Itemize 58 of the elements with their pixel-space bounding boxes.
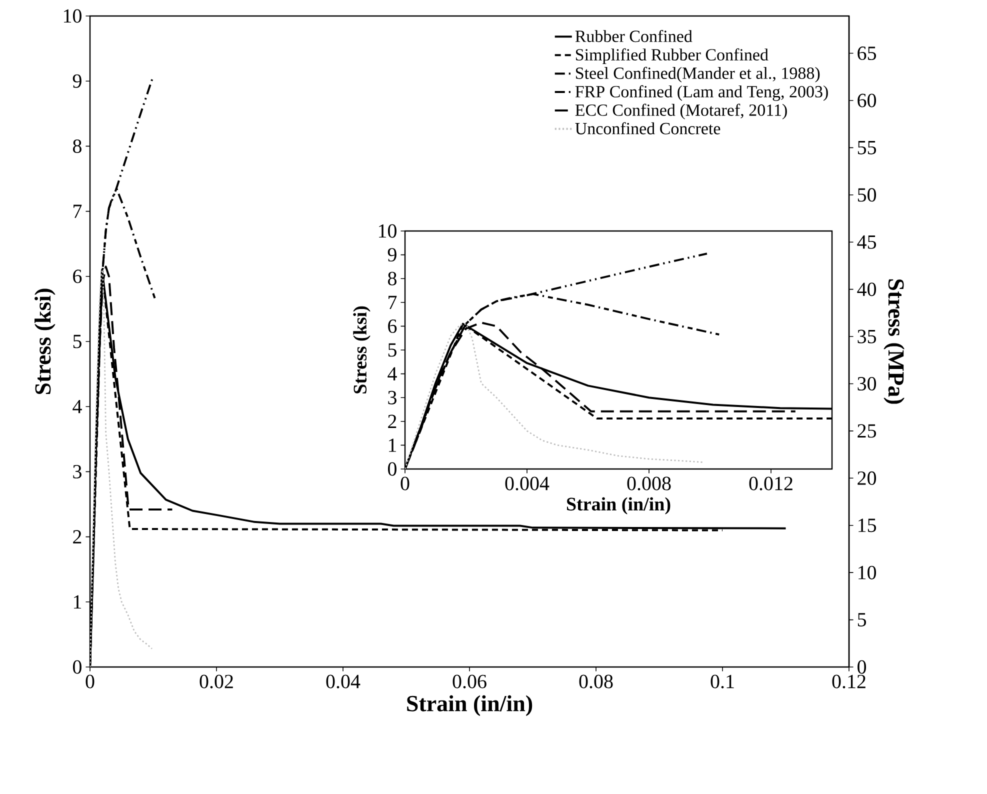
legend-label: Steel Confined(Mander et al., 1988) xyxy=(576,66,820,82)
x-tick-label: 0 xyxy=(400,476,410,490)
y-tick-label: 2 xyxy=(73,530,82,544)
y2-tick-label: 45 xyxy=(857,235,876,249)
y-tick-label: 10 xyxy=(379,224,396,238)
y2-tick-label: 60 xyxy=(858,94,876,108)
y-tick-label: 5 xyxy=(388,343,396,357)
legend-label: Simplified Rubber Confined xyxy=(576,48,768,64)
y-tick-label: 8 xyxy=(72,139,82,153)
y2-tick-label: 5 xyxy=(858,613,866,626)
y2-tick-label: 20 xyxy=(858,471,876,485)
y-tick-label: 8 xyxy=(388,272,396,286)
y-tick-label: 2 xyxy=(388,414,396,428)
y2-tick-label: 65 xyxy=(858,46,876,60)
x-tick-label: 0.04 xyxy=(326,674,360,688)
y2-tick-label: 50 xyxy=(858,188,876,202)
y-tick-label: 9 xyxy=(388,248,396,262)
x-tick-label: 0.12 xyxy=(832,674,866,688)
x-tick-label: 0.008 xyxy=(627,476,671,490)
legend-label: ECC Confined (Motaref, 2011) xyxy=(575,104,787,120)
x-tick-label: 0.06 xyxy=(452,674,486,688)
legend-label: Unconfined Concrete xyxy=(575,122,720,134)
y-tick-label: 0 xyxy=(72,660,82,674)
y2-tick-label: 0 xyxy=(858,660,866,674)
legend-label: Rubber Confined xyxy=(575,30,692,42)
y-tick-label: 3 xyxy=(388,390,396,404)
y2-tick-label: 30 xyxy=(858,377,876,390)
y-tick-label: 4 xyxy=(388,367,397,380)
x-tick-label: 0.004 xyxy=(505,476,550,490)
y2-tick-label: 35 xyxy=(858,330,876,344)
y-tick-label: 7 xyxy=(74,204,82,218)
y-tick-label: 0 xyxy=(388,462,396,476)
y2-axis-title: Stress (MPa) xyxy=(884,279,904,404)
legend-label: FRP Confined (Lam and Teng, 2003) xyxy=(575,85,828,101)
y2-tick-label: 15 xyxy=(858,518,876,532)
y2-tick-label: 40 xyxy=(857,282,876,296)
y-tick-label: 7 xyxy=(388,296,397,309)
y-tick-label: 1 xyxy=(389,438,396,452)
y-tick-label: 3 xyxy=(73,464,82,478)
y2-tick-label: 10 xyxy=(858,566,876,580)
y-tick-label: 6 xyxy=(388,319,397,333)
y-axis-title: Stress (ksi) xyxy=(34,288,56,394)
x-axis-title: Strain (in/in) xyxy=(407,695,532,716)
x-tick-label: 0 xyxy=(86,674,94,688)
x-tick-label: 0.012 xyxy=(749,476,792,490)
x-tick-label: 0.02 xyxy=(200,674,233,688)
y-tick-label: 1 xyxy=(74,595,82,608)
y2-tick-label: 55 xyxy=(858,141,876,154)
y-tick-label: 4 xyxy=(72,400,82,414)
y-tick-label: 6 xyxy=(73,270,82,284)
y-tick-label: 9 xyxy=(72,74,82,88)
y-tick-label: 5 xyxy=(73,334,82,348)
x-tick-label: 0.08 xyxy=(579,674,613,688)
y-tick-label: 10 xyxy=(64,9,82,23)
x-tick-label: 0.1 xyxy=(710,674,734,688)
x-axis-title: Strain (in/in) xyxy=(567,497,670,514)
y-axis-title: Stress (ksi) xyxy=(353,306,370,394)
y2-tick-label: 25 xyxy=(858,424,876,438)
